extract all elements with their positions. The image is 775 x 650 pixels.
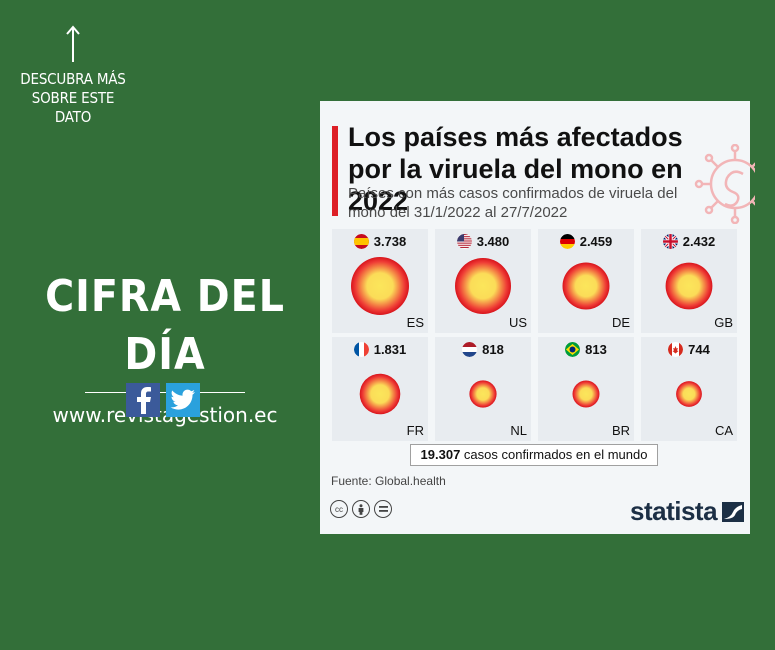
flag-gb-icon <box>662 234 678 249</box>
title-accent-bar <box>332 126 338 216</box>
statista-logo-icon <box>722 501 745 522</box>
cc-icon[interactable]: cc <box>330 500 348 518</box>
flag-us-icon <box>456 234 472 249</box>
license-icons: cc <box>330 500 392 518</box>
bubble-fr <box>359 373 401 415</box>
bubble-br <box>572 380 600 408</box>
bubble-mark <box>359 373 401 415</box>
country-header: 818 <box>435 342 531 357</box>
flag-de-icon <box>559 234 575 249</box>
divider <box>85 392 245 393</box>
nd-icon[interactable] <box>374 500 392 518</box>
country-grid: 3.738 ES 3.480 US 2.459 DE 2.432 GB 1.831 FR 818 NL… <box>332 229 738 441</box>
country-code: US <box>508 315 527 330</box>
country-header: 813 <box>538 342 634 357</box>
bubble-gb <box>665 262 713 310</box>
twitter-icon[interactable] <box>166 383 200 417</box>
bubble-mark <box>572 380 600 408</box>
flag-ca-icon <box>668 342 684 357</box>
country-code: DE <box>611 315 630 330</box>
bubble-ca <box>676 381 702 407</box>
country-code: CA <box>714 423 733 438</box>
cases-value: 818 <box>482 342 504 357</box>
country-code: FR <box>406 423 424 438</box>
cta-link[interactable]: DESCUBRA MÁS SOBRE ESTE DATO <box>14 24 132 127</box>
bubble-mark <box>676 381 702 407</box>
chart-title: Los países más afectados por la viruela … <box>348 122 683 216</box>
country-code: ES <box>406 315 424 330</box>
cases-value: 1.831 <box>373 342 407 357</box>
social-links <box>126 383 200 417</box>
cta-text: DESCUBRA MÁS SOBRE ESTE DATO <box>20 70 126 126</box>
bubble-mark <box>351 257 409 315</box>
bubble-mark <box>469 380 497 408</box>
country-cell-br: 813 BR <box>538 337 634 441</box>
country-cell-us: 3.480 US <box>435 229 531 333</box>
statista-brand[interactable]: statista <box>630 496 745 527</box>
country-header: 2.459 <box>538 234 634 249</box>
cases-value: 3.738 <box>373 234 407 249</box>
country-cell-fr: 1.831 FR <box>332 337 428 441</box>
cases-value: 3.480 <box>476 234 510 249</box>
cases-value: 813 <box>585 342 607 357</box>
country-header: 744 <box>641 342 737 357</box>
country-code: BR <box>611 423 630 438</box>
country-cell-de: 2.459 DE <box>538 229 634 333</box>
virus-icon <box>694 144 755 224</box>
arrow-up-icon <box>66 25 80 62</box>
facebook-icon[interactable] <box>126 383 160 417</box>
country-header: 3.738 <box>332 234 428 249</box>
country-cell-nl: 818 NL <box>435 337 531 441</box>
bubble-nl <box>469 380 497 408</box>
country-header: 3.480 <box>435 234 531 249</box>
bubble-de <box>562 262 610 310</box>
country-cell-ca: 744 CA <box>641 337 737 441</box>
country-code: GB <box>714 315 733 330</box>
country-header: 2.432 <box>641 234 737 249</box>
total-cases-value: 19.307 <box>420 447 461 462</box>
country-cell-es: 3.738 ES <box>332 229 428 333</box>
statista-wordmark: statista <box>630 496 718 526</box>
cases-value: 744 <box>688 342 710 357</box>
flag-fr-icon <box>353 342 369 357</box>
cases-value: 2.432 <box>682 234 716 249</box>
bubble-mark <box>562 262 610 310</box>
country-header: 1.831 <box>332 342 428 357</box>
bubble-mark <box>665 262 713 310</box>
total-cases-box: 19.307 casos confirmados en el mundo <box>410 444 658 466</box>
country-cell-gb: 2.432 GB <box>641 229 737 333</box>
flag-br-icon <box>565 342 581 357</box>
infographic-card: Los países más afectados por la viruela … <box>320 101 755 534</box>
flag-es-icon <box>353 234 369 249</box>
bubble-us <box>455 258 511 314</box>
total-cases-text: casos confirmados en el mundo <box>460 447 648 462</box>
page-heading: CIFRA DEL DÍA <box>45 271 285 380</box>
bubble-mark <box>455 258 511 314</box>
source-note: Fuente: Global.health <box>331 474 446 488</box>
cases-value: 2.459 <box>579 234 613 249</box>
country-code: NL <box>510 423 527 438</box>
bubble-es <box>351 257 409 315</box>
flag-nl-icon <box>462 342 478 357</box>
site-url[interactable]: www.revistagestion.ec <box>52 403 278 427</box>
chart-subtitle: Países con más casos confirmados de viru… <box>348 185 678 221</box>
by-icon[interactable] <box>352 500 370 518</box>
